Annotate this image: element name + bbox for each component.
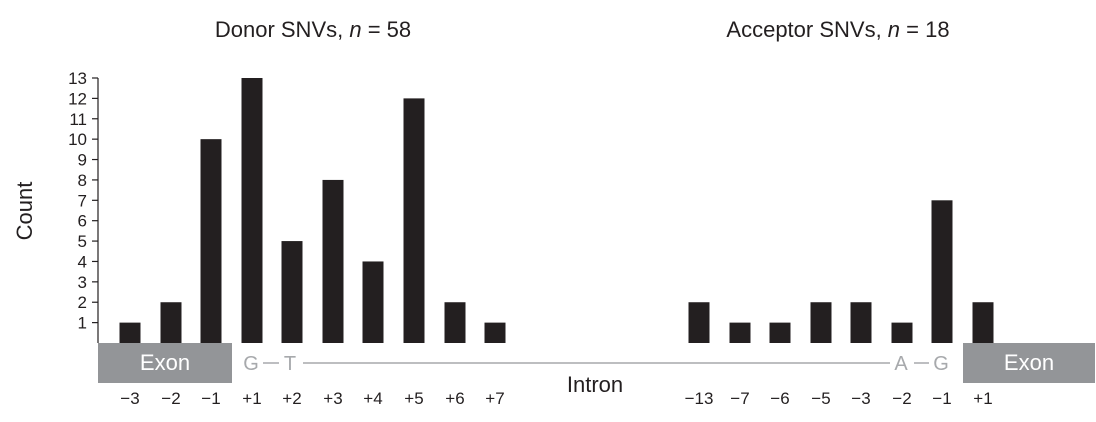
donor-category-label: +7: [485, 389, 504, 408]
acceptor-category-label: −2: [892, 389, 911, 408]
acceptor-category-label: −6: [770, 389, 789, 408]
bars: [119, 78, 994, 343]
acceptor-bar: [769, 322, 791, 343]
acceptor-bar: [688, 302, 710, 343]
donor-category-label: +4: [363, 389, 382, 408]
y-tick-label: 3: [78, 273, 87, 292]
donor-panel-title: Donor SNVs, n = 58: [215, 17, 411, 42]
acceptor-category-label: +1: [973, 389, 992, 408]
y-tick-label: 2: [78, 293, 87, 312]
intron-label: Intron: [567, 372, 623, 397]
acceptor-bar: [850, 302, 872, 343]
y-tick-label: 1: [78, 314, 87, 333]
acceptor-bar: [891, 322, 913, 343]
donor-bar: [403, 98, 425, 343]
y-tick-label: 10: [68, 130, 87, 149]
donor-category-label: −2: [161, 389, 180, 408]
y-tick-label: 4: [78, 252, 87, 271]
donor-bar: [241, 78, 263, 343]
y-tick-label: 7: [78, 191, 87, 210]
y-tick-label: 6: [78, 212, 87, 231]
y-tick-label: 5: [78, 232, 87, 251]
acceptor-bar: [931, 200, 953, 343]
acceptor-title-n: n: [888, 17, 900, 42]
donor-nucleotide-g: G: [243, 353, 259, 375]
acceptor-category-label: −3: [851, 389, 870, 408]
donor-category-label: +6: [445, 389, 464, 408]
donor-nucleotide-t: T: [284, 353, 296, 375]
acceptor-panel-title: Acceptor SNVs, n = 18: [726, 17, 949, 42]
donor-category-label: +1: [242, 389, 261, 408]
y-tick-label: 13: [68, 69, 87, 88]
y-tick-label: 11: [69, 110, 87, 129]
donor-category-label: +3: [323, 389, 342, 408]
donor-category-label: −1: [201, 389, 220, 408]
acceptor-category-label: −1: [932, 389, 951, 408]
left-exon-box: [98, 343, 232, 383]
acceptor-title-suffix: = 18: [900, 17, 950, 42]
category-labels: −3 −2 −1 +1 +2 +3 +4 +5 +6 +7 −13 −7 −6 −5 −3 −2 −1 +1: [120, 389, 992, 408]
donor-bar: [200, 139, 222, 343]
donor-bar: [484, 322, 506, 343]
right-exon-box: [963, 343, 1095, 383]
donor-bar: [362, 261, 384, 343]
y-tick-label: 12: [68, 89, 87, 108]
acceptor-category-label: −13: [685, 389, 714, 408]
acceptor-category-label: −5: [811, 389, 830, 408]
acceptor-bar: [972, 302, 994, 343]
donor-category-label: +5: [404, 389, 423, 408]
donor-category-label: +2: [282, 389, 301, 408]
donor-title-suffix: = 58: [362, 17, 412, 42]
acceptor-bar: [729, 322, 751, 343]
donor-bar: [444, 302, 466, 343]
donor-title-prefix: Donor SNVs,: [215, 17, 350, 42]
acceptor-category-label: −7: [730, 389, 749, 408]
acceptor-nucleotide-a: A: [894, 353, 908, 375]
donor-bar: [322, 179, 344, 343]
donor-category-label: −3: [120, 389, 139, 408]
acceptor-nucleotide-g: G: [933, 353, 949, 375]
donor-title-n: n: [349, 17, 361, 42]
y-tick-label: 9: [78, 151, 87, 170]
donor-bar: [160, 302, 182, 343]
left-exon-label: Exon: [140, 350, 190, 375]
donor-bar: [119, 322, 141, 343]
acceptor-title-prefix: Acceptor SNVs,: [726, 17, 887, 42]
right-exon-label: Exon: [1004, 350, 1054, 375]
donor-bar: [281, 241, 303, 343]
acceptor-bar: [810, 302, 832, 343]
y-axis-label: Count: [12, 182, 37, 241]
y-tick-label: 8: [78, 171, 87, 190]
